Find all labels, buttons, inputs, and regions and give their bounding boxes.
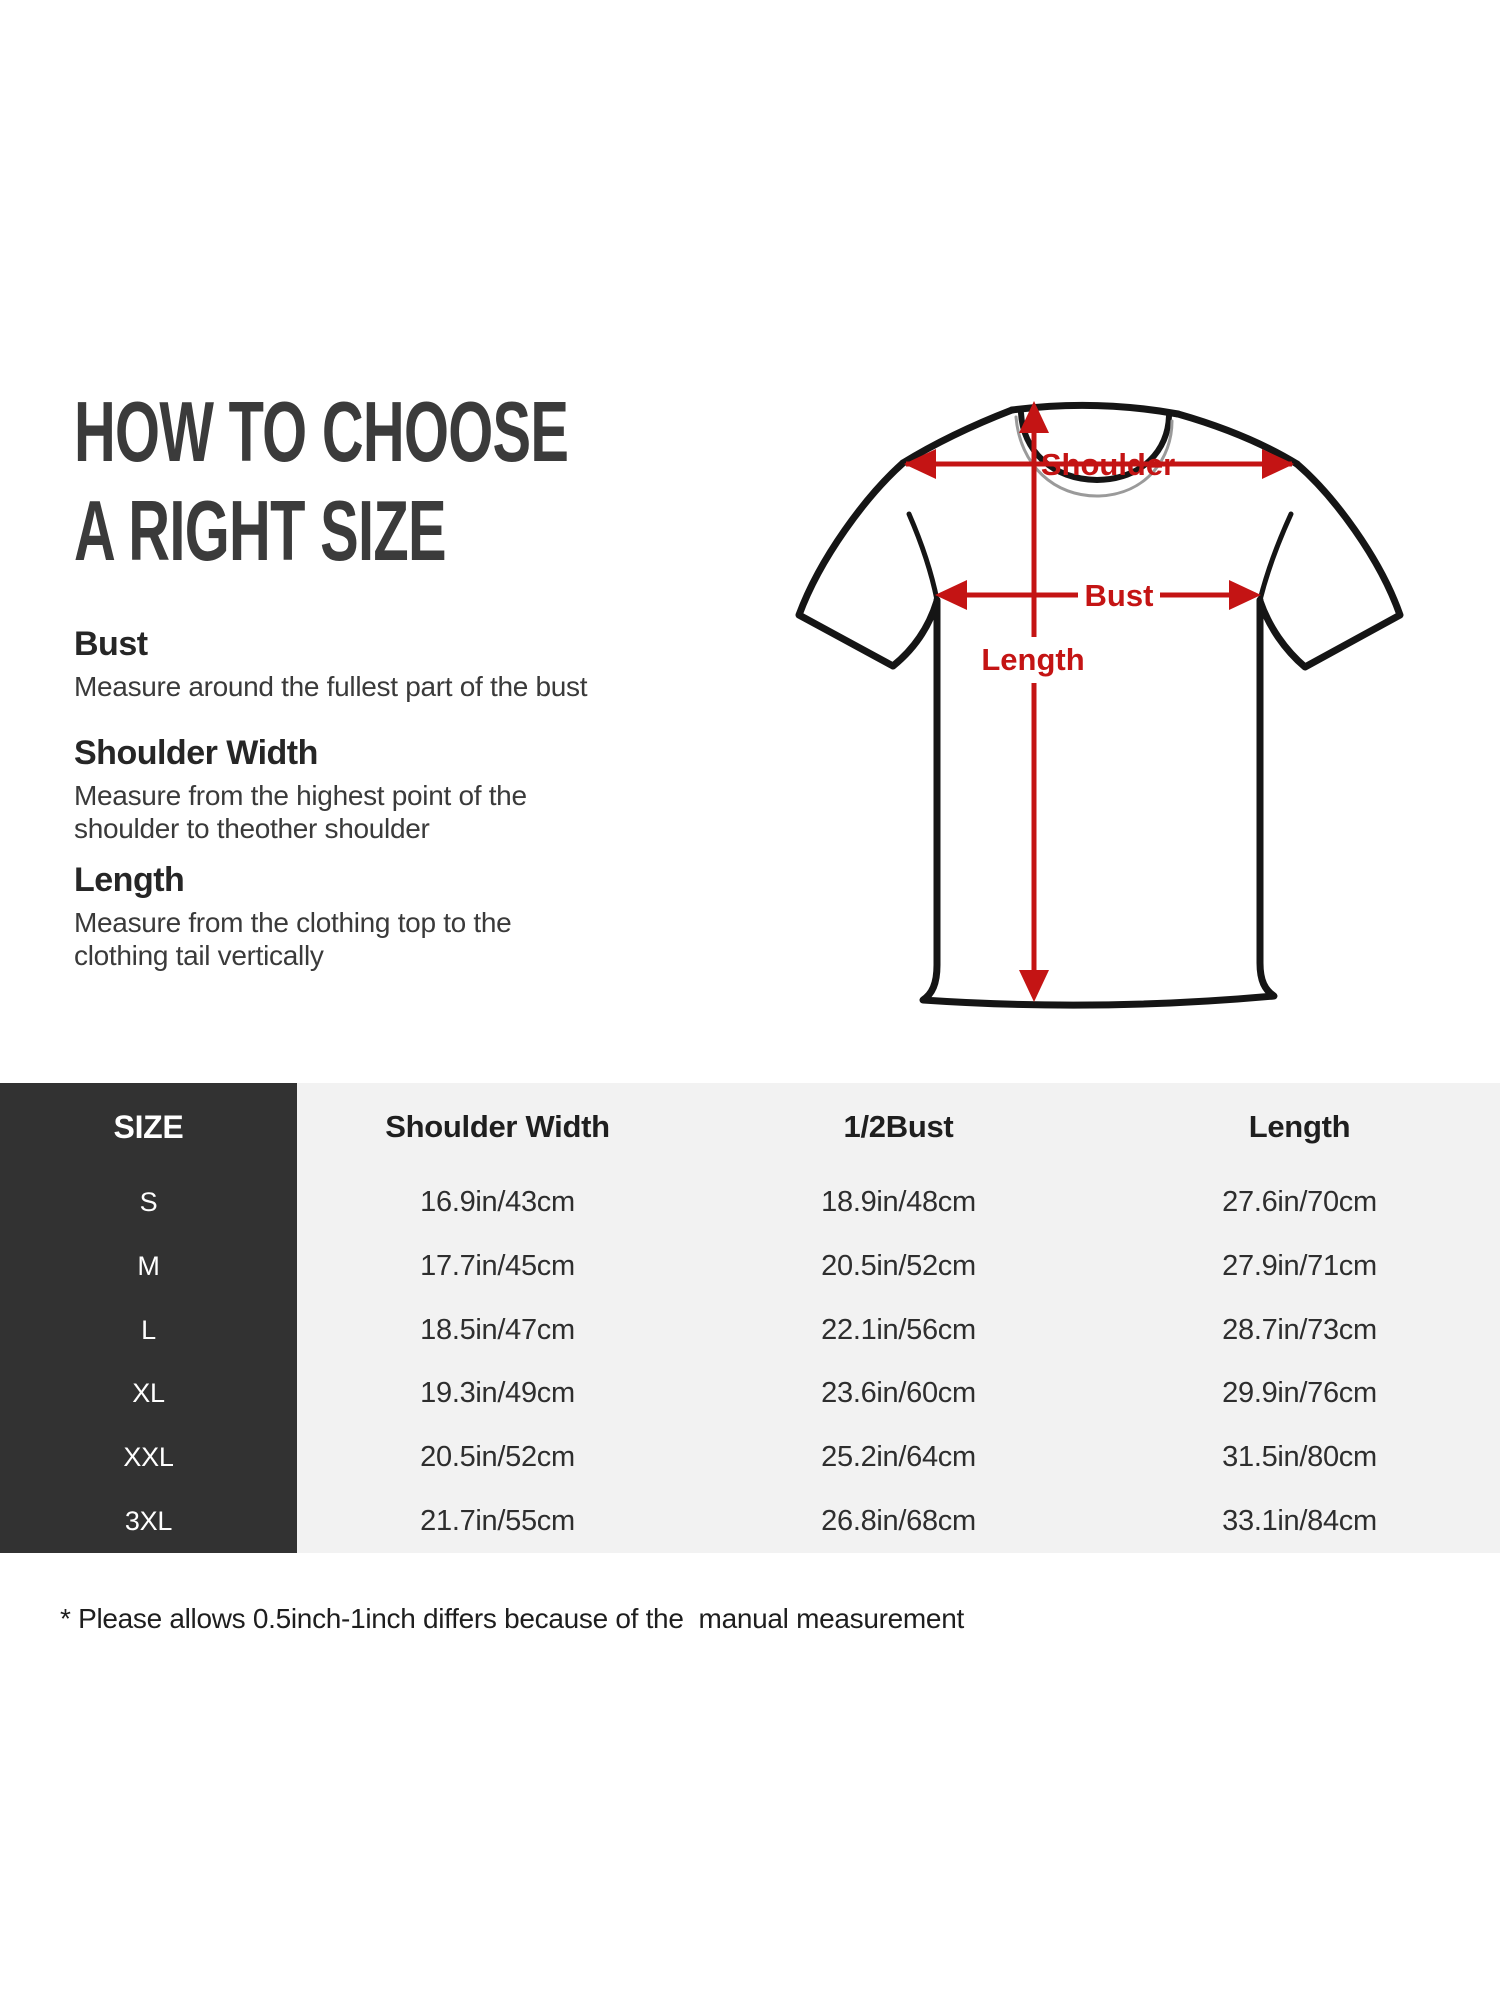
- size-label-m: M: [137, 1251, 160, 1282]
- instruction-heading-length: Length: [74, 861, 185, 899]
- size-table-header-shoulder-width: Shoulder Width: [385, 1109, 610, 1144]
- shoulder-width-s: 16.9in/43cm: [420, 1186, 575, 1219]
- instruction-text-length: Measure from the clothing top to the clo…: [74, 906, 512, 972]
- shoulder-width-3xl: 21.7in/55cm: [420, 1504, 575, 1537]
- tshirt-body: [919, 596, 1278, 1009]
- length-arrowhead-bottom: [1019, 970, 1049, 1002]
- length-label: Length: [981, 642, 1084, 677]
- size-table: SIZE S M L XL XXL 3XL Shoulder Width 16.…: [0, 1083, 1500, 1553]
- shoulder-width-m: 17.7in/45cm: [420, 1250, 575, 1283]
- length-arrowhead-top: [1019, 401, 1049, 433]
- bust-arrowhead-left: [935, 580, 967, 610]
- shoulder-arrow: [904, 449, 1294, 479]
- page-title-line-2: A RIGHT SIZE: [74, 484, 447, 579]
- half-bust-s: 18.9in/48cm: [821, 1186, 976, 1219]
- page-title-line-1: HOW TO CHOOSE: [74, 385, 569, 480]
- instruction-text-bust-line1: Measure around the fullest part of the b…: [74, 671, 588, 702]
- shoulder-arrowhead-left: [904, 449, 936, 479]
- length-xl: 29.9in/76cm: [1222, 1377, 1377, 1410]
- size-table-column-half-bust: 1/2Bust 18.9in/48cm 20.5in/52cm 22.1in/5…: [698, 1083, 1099, 1553]
- length-3xl: 33.1in/84cm: [1222, 1504, 1377, 1537]
- size-label-s: S: [139, 1187, 158, 1218]
- instruction-text-shoulder-width: Measure from the highest point of the sh…: [74, 779, 527, 845]
- right-shoulder-seam: [1174, 410, 1301, 468]
- left-sleeve: [795, 459, 941, 670]
- length-arrow: [1019, 401, 1049, 1002]
- instruction-text-bust: Measure around the fullest part of the b…: [74, 670, 588, 703]
- diagram-labels: Shoulder Bust Length: [981, 447, 1175, 677]
- half-bust-xl: 23.6in/60cm: [821, 1377, 976, 1410]
- collar-shadow: [1014, 415, 1174, 498]
- right-armhole-seam: [1257, 511, 1294, 603]
- half-bust-3xl: 26.8in/68cm: [821, 1504, 976, 1537]
- shoulder-width-l: 18.5in/47cm: [420, 1313, 575, 1346]
- size-label-3xl: 3XL: [124, 1505, 173, 1536]
- instruction-text-length-line2: clothing tail vertically: [74, 940, 324, 971]
- shoulder-label: Shoulder: [1041, 447, 1175, 482]
- size-table-header-length: Length: [1248, 1109, 1351, 1144]
- size-table-header-half-bust: 1/2Bust: [843, 1109, 954, 1144]
- tshirt-measurement-diagram: Shoulder Bust Length: [795, 401, 1404, 1009]
- half-bust-xxl: 25.2in/64cm: [821, 1441, 976, 1474]
- measurement-annotations: Shoulder Bust Length: [904, 401, 1294, 1002]
- size-label-xl: XL: [132, 1378, 165, 1409]
- bust-label: Bust: [1085, 578, 1154, 613]
- half-bust-m: 20.5in/52cm: [821, 1250, 976, 1283]
- shoulder-width-xl: 19.3in/49cm: [420, 1377, 575, 1410]
- half-bust-l: 22.1in/56cm: [821, 1313, 976, 1346]
- length-s: 27.6in/70cm: [1222, 1186, 1377, 1219]
- instruction-text-length-line1: Measure from the clothing top to the: [74, 907, 512, 938]
- shoulder-width-xxl: 20.5in/52cm: [420, 1441, 575, 1474]
- tshirt-outline: [795, 401, 1404, 1009]
- instruction-text-shoulder-line2: shoulder to theother shoulder: [74, 813, 430, 844]
- size-label-l: L: [141, 1314, 156, 1345]
- length-l: 28.7in/73cm: [1222, 1313, 1377, 1346]
- collar-inner: [1018, 410, 1172, 483]
- left-armhole-seam: [906, 511, 940, 603]
- size-table-column-size: SIZE S M L XL XXL 3XL: [0, 1083, 297, 1553]
- instruction-heading-shoulder-width: Shoulder Width: [74, 734, 318, 772]
- measurement-disclaimer: * Please allows 0.5inch-1inch differs be…: [60, 1603, 964, 1634]
- size-table-header-size: SIZE: [113, 1108, 184, 1145]
- size-table-column-shoulder-width: Shoulder Width 16.9in/43cm 17.7in/45cm 1…: [297, 1083, 698, 1553]
- right-sleeve: [1256, 460, 1404, 671]
- bust-arrow: [935, 580, 1261, 610]
- bust-arrowhead-right: [1229, 580, 1261, 610]
- length-m: 27.9in/71cm: [1222, 1250, 1377, 1283]
- left-shoulder-seam: [899, 406, 1016, 467]
- shoulder-arrowhead-right: [1262, 449, 1294, 479]
- length-xxl: 31.5in/80cm: [1222, 1441, 1377, 1474]
- size-table-column-length: Length 27.6in/70cm 27.9in/71cm 28.7in/73…: [1099, 1083, 1500, 1553]
- size-label-xxl: XXL: [123, 1442, 174, 1473]
- instruction-text-shoulder-line1: Measure from the highest point of the: [74, 780, 527, 811]
- instruction-heading-bust: Bust: [74, 625, 148, 663]
